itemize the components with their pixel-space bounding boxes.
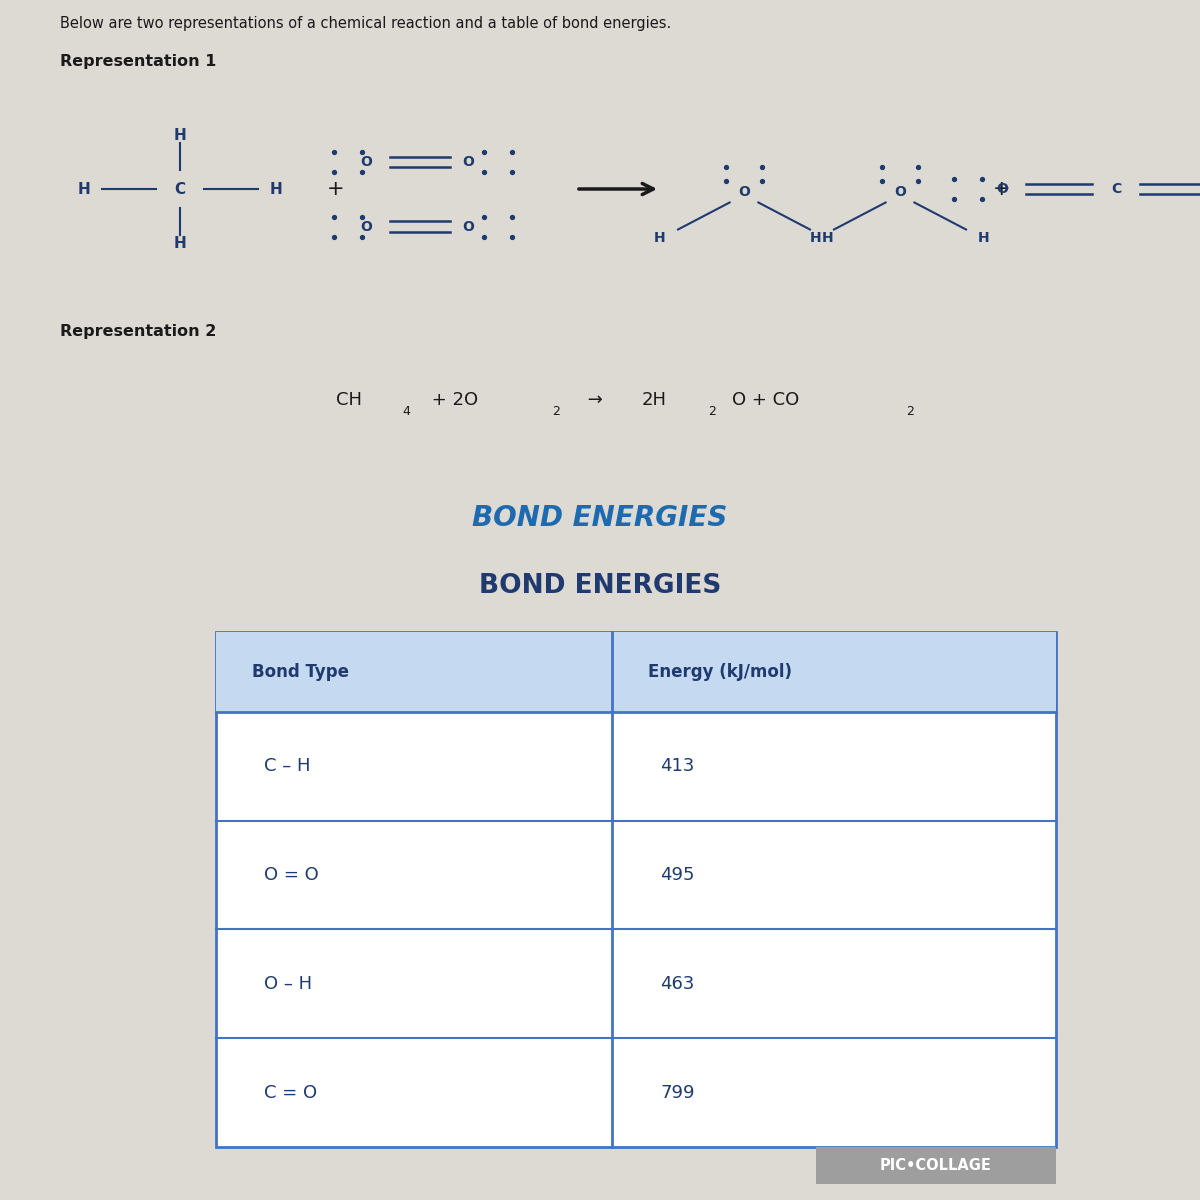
Text: H: H bbox=[174, 127, 186, 143]
Text: C = O: C = O bbox=[264, 1084, 317, 1102]
Text: PIC•COLLAGE: PIC•COLLAGE bbox=[880, 1158, 992, 1172]
Text: H: H bbox=[78, 181, 90, 197]
Bar bbox=[816, 1147, 1056, 1183]
Text: H: H bbox=[810, 230, 822, 245]
Bar bbox=[216, 632, 1056, 712]
Text: 2H: 2H bbox=[642, 391, 667, 408]
Text: O: O bbox=[894, 185, 906, 199]
Text: Representation 1: Representation 1 bbox=[60, 54, 216, 68]
Text: 799: 799 bbox=[660, 1084, 695, 1102]
Text: 463: 463 bbox=[660, 974, 695, 992]
Text: O: O bbox=[360, 155, 372, 169]
Text: CH: CH bbox=[336, 391, 362, 408]
Text: Representation 2: Representation 2 bbox=[60, 324, 216, 338]
Text: 495: 495 bbox=[660, 866, 695, 884]
Text: + 2O: + 2O bbox=[426, 391, 478, 408]
Text: 4: 4 bbox=[402, 404, 410, 418]
Text: BOND ENERGIES: BOND ENERGIES bbox=[479, 574, 721, 599]
Text: Below are two representations of a chemical reaction and a table of bond energie: Below are two representations of a chemi… bbox=[60, 16, 671, 31]
Text: 2: 2 bbox=[552, 404, 560, 418]
Text: O: O bbox=[462, 155, 474, 169]
Text: O – H: O – H bbox=[264, 974, 312, 992]
Text: +: + bbox=[328, 179, 344, 199]
Text: 2: 2 bbox=[906, 404, 914, 418]
Text: H: H bbox=[654, 230, 666, 245]
Text: C – H: C – H bbox=[264, 757, 311, 775]
Text: +: + bbox=[994, 179, 1010, 199]
Text: H: H bbox=[822, 230, 834, 245]
Text: →: → bbox=[582, 391, 608, 408]
Text: O + CO: O + CO bbox=[732, 391, 799, 408]
Text: Energy (kJ/mol): Energy (kJ/mol) bbox=[648, 662, 792, 680]
Text: Bond Type: Bond Type bbox=[252, 662, 349, 680]
Text: H: H bbox=[270, 181, 282, 197]
Text: 2: 2 bbox=[708, 404, 716, 418]
Text: C: C bbox=[174, 181, 186, 197]
Text: H: H bbox=[978, 230, 990, 245]
Text: H: H bbox=[174, 235, 186, 251]
Text: O: O bbox=[996, 182, 1008, 196]
Text: O = O: O = O bbox=[264, 866, 319, 884]
Text: BOND ENERGIES: BOND ENERGIES bbox=[473, 504, 727, 533]
Text: O: O bbox=[360, 220, 372, 234]
Text: O: O bbox=[738, 185, 750, 199]
Bar bbox=[216, 632, 1056, 1147]
Text: O: O bbox=[462, 220, 474, 234]
Text: 413: 413 bbox=[660, 757, 695, 775]
Text: C: C bbox=[1111, 182, 1121, 196]
